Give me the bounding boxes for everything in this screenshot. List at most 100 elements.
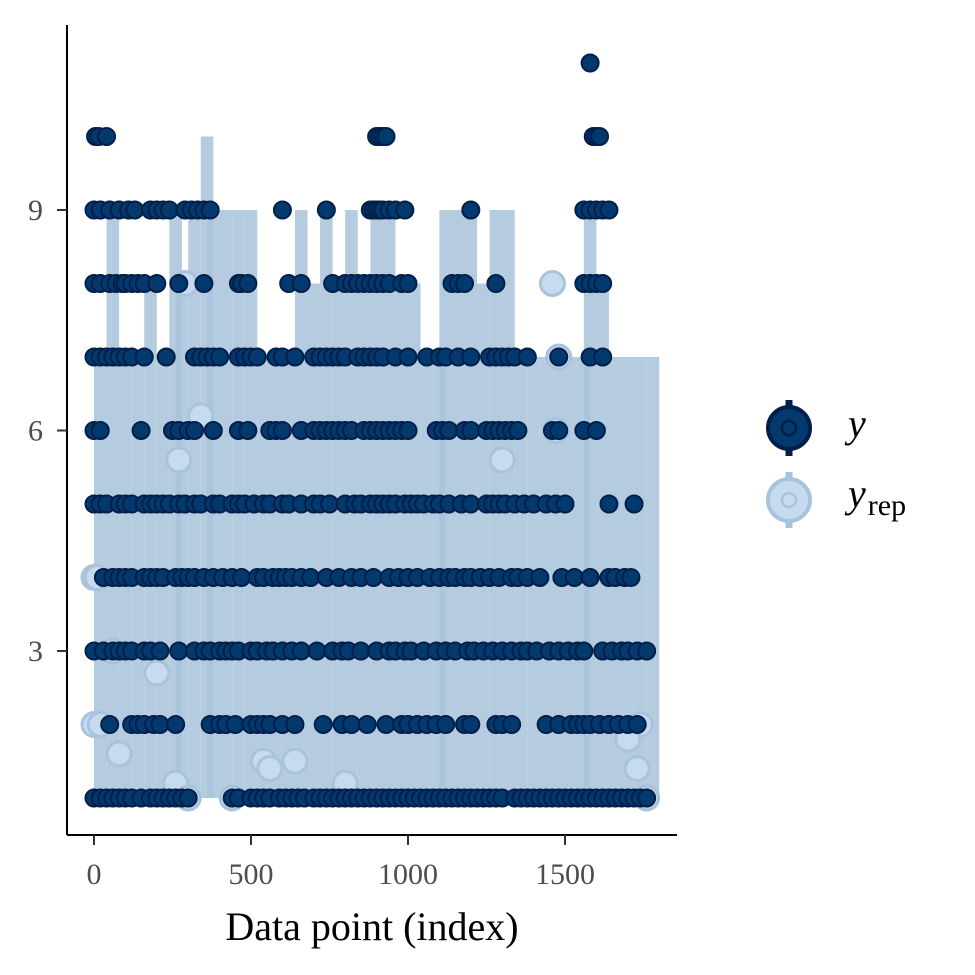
y-point [363, 568, 383, 587]
y-tick-label: 9 [28, 194, 43, 227]
y-point [357, 715, 377, 734]
y-point [461, 715, 481, 734]
y-point [564, 568, 584, 587]
x-tick-label: 1000 [378, 858, 438, 891]
y-point [285, 715, 305, 734]
y-point [225, 715, 245, 734]
y-point [131, 421, 151, 440]
y-point [549, 347, 569, 367]
y-point [376, 715, 396, 734]
y-point [502, 715, 522, 734]
y-point [341, 715, 361, 734]
x-tick-label: 500 [229, 858, 274, 891]
yrep-interval [583, 210, 597, 798]
yrep-point [165, 446, 193, 474]
y-point [461, 421, 481, 440]
y-point [156, 347, 176, 367]
y-point [166, 715, 186, 734]
y-point [184, 421, 204, 440]
yrep-point [538, 270, 566, 297]
y-point [210, 347, 230, 367]
y-point [316, 200, 336, 220]
y-point [169, 641, 189, 661]
y-point [398, 274, 418, 293]
y-point [100, 715, 120, 734]
y-point [272, 200, 292, 220]
y-tick-label: 3 [28, 635, 43, 668]
yrep-interval [175, 283, 189, 798]
legend-label-yrep-sub: rep [868, 489, 906, 522]
y-point [247, 347, 267, 367]
y-point [398, 347, 418, 367]
yrep-interval [408, 283, 421, 798]
y-point [272, 421, 292, 440]
y-point [593, 347, 613, 367]
y-point [517, 347, 537, 367]
yrep-point [256, 755, 284, 783]
legend-label-yrep-main: y [844, 471, 866, 516]
yrep-interval [332, 283, 346, 798]
y-point [351, 641, 371, 661]
y-point [624, 494, 644, 514]
legend-key-yrep [766, 472, 812, 528]
y-point [637, 641, 657, 661]
y-point [238, 274, 258, 293]
legend-label-yrep: yrep [844, 471, 906, 522]
y-point [313, 715, 333, 734]
y-point [97, 127, 117, 146]
y-point [555, 494, 575, 514]
y-point [461, 347, 481, 367]
y-point [90, 421, 110, 440]
y-point [169, 274, 189, 293]
y-point [159, 200, 179, 220]
y-point [637, 788, 657, 808]
y-point [439, 421, 459, 440]
y-point [580, 568, 600, 587]
y-point [301, 568, 321, 587]
y-point [147, 274, 167, 293]
x-tick-label: 1500 [535, 858, 595, 891]
y-point [549, 421, 569, 440]
y-ticks: 3 6 9 [28, 194, 67, 668]
x-axis-title: Data point (index) [225, 904, 518, 949]
yrep-point [281, 747, 309, 775]
yrep-interval [395, 283, 408, 798]
y-point [398, 421, 418, 440]
y-point [203, 421, 223, 440]
y-point [436, 715, 456, 734]
y-point [599, 494, 619, 514]
y-point [461, 200, 481, 220]
y-point [238, 421, 258, 440]
y-point [599, 200, 619, 220]
yrep-point [488, 446, 516, 474]
y-point [376, 127, 396, 146]
legend-key-y [766, 400, 812, 456]
y-point [134, 347, 154, 367]
y-point [395, 200, 415, 220]
y-point [590, 127, 610, 146]
y-point [621, 568, 641, 587]
yrep-point [143, 659, 171, 687]
y-point [232, 568, 252, 587]
y-point [125, 200, 145, 220]
plot-area [80, 53, 661, 812]
y-point [307, 641, 327, 661]
y-point [178, 788, 198, 808]
y-tick-label: 6 [28, 415, 43, 448]
yrep-interval [596, 283, 609, 798]
y-points [84, 53, 657, 808]
y-point [150, 641, 170, 661]
y-point [508, 421, 528, 440]
y-point [461, 494, 481, 514]
y-point [580, 53, 600, 73]
yrep-interval [307, 283, 321, 798]
y-point [574, 641, 594, 661]
y-point [194, 274, 214, 293]
yrep-interval [357, 283, 371, 798]
yrep-interval [477, 283, 490, 798]
yrep-interval [646, 357, 660, 798]
yrep-point [623, 755, 651, 783]
y-point [150, 715, 170, 734]
x-tick-label: 0 [87, 858, 102, 891]
